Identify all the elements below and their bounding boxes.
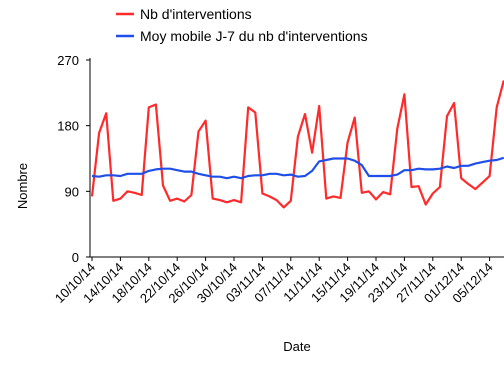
y-tick-label: 0	[72, 250, 79, 265]
y-axis: 0 90 180 270	[57, 53, 90, 265]
legend-label-moving-average: Moy mobile J-7 du nb d'interventions	[140, 28, 368, 44]
x-axis: 10/10/1414/10/1418/10/1422/10/1426/10/14…	[52, 257, 496, 306]
y-axis-title: Nombre	[15, 163, 30, 209]
series-line-moving-average	[91, 156, 504, 180]
y-tick-label: 180	[57, 119, 79, 134]
legend-label-interventions: Nb d'interventions	[140, 6, 252, 22]
x-axis-title: Date	[283, 339, 310, 354]
plot-area	[90, 80, 504, 209]
legend: Nb d'interventions Moy mobile J-7 du nb …	[116, 6, 368, 44]
y-tick-label: 90	[65, 184, 79, 199]
series-line-interventions	[90, 80, 504, 209]
y-tick-label: 270	[57, 53, 79, 68]
